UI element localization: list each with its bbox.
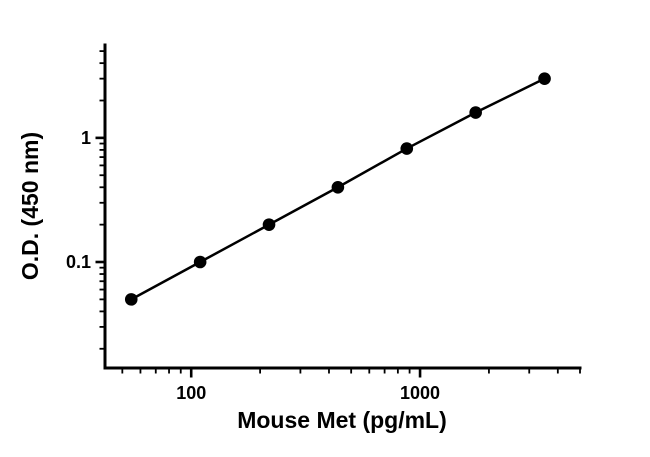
data-point <box>469 106 482 119</box>
x-tick-label: 1000 <box>400 383 440 403</box>
data-point <box>124 293 138 306</box>
y-tick-label: 0.1 <box>66 252 91 272</box>
x-axis-title: Mouse Met (pg/mL) <box>237 407 447 433</box>
y-axis-title: O.D. (450 nm) <box>17 132 43 280</box>
x-tick-label: 100 <box>176 383 206 403</box>
data-point <box>400 142 414 155</box>
plot-area: 100 1000 0.1 1 <box>66 43 582 403</box>
data-point <box>193 255 207 269</box>
y-tick-label: 1 <box>81 128 91 148</box>
data-point <box>538 72 551 85</box>
axis-lines <box>103 43 582 370</box>
data-point <box>331 180 345 194</box>
data-point <box>262 218 276 231</box>
